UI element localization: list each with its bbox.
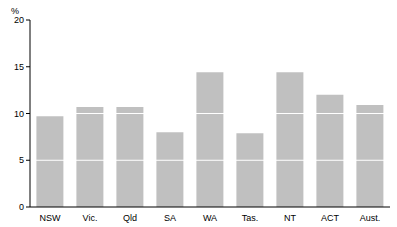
svg-text:10: 10	[14, 109, 24, 119]
svg-text:WA: WA	[203, 213, 217, 223]
svg-text:%: %	[11, 6, 19, 16]
svg-text:Tas.: Tas.	[242, 213, 259, 223]
svg-text:Qld: Qld	[123, 213, 137, 223]
svg-text:0: 0	[19, 202, 24, 212]
svg-text:ACT: ACT	[321, 213, 340, 223]
svg-text:5: 5	[19, 155, 24, 165]
svg-text:SA: SA	[164, 213, 176, 223]
svg-text:Vic.: Vic.	[83, 213, 98, 223]
svg-text:NT: NT	[284, 213, 296, 223]
svg-text:Aust.: Aust.	[360, 213, 381, 223]
svg-text:15: 15	[14, 62, 24, 72]
svg-text:NSW: NSW	[40, 213, 62, 223]
svg-text:20: 20	[14, 15, 24, 25]
